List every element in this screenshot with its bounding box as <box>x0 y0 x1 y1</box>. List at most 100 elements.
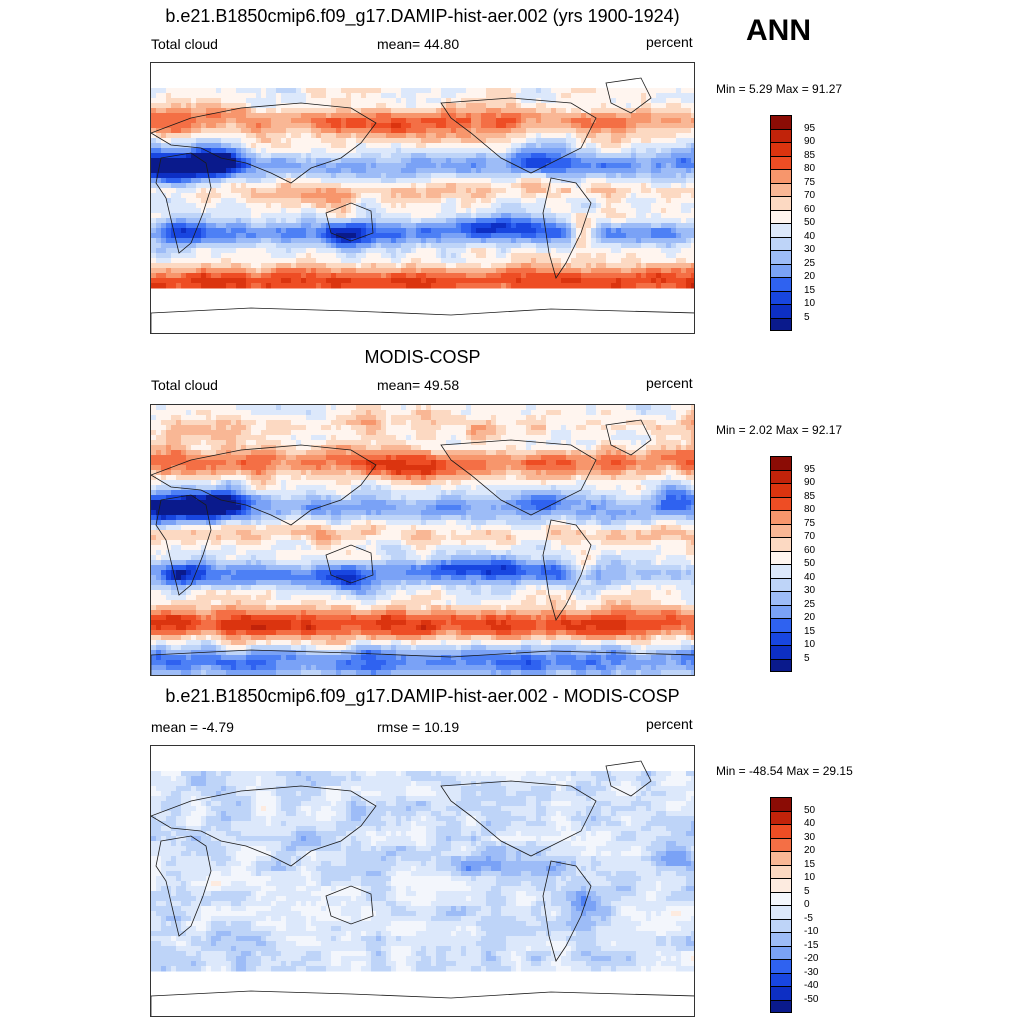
colorbar-tick-label: 75 <box>804 176 816 188</box>
colorbar-swatch <box>770 236 792 250</box>
colorbar-tick-label: 5 <box>804 652 810 664</box>
colorbar-tick-label: 5 <box>804 311 810 323</box>
colorbar-swatch <box>770 797 792 811</box>
map-model <box>150 62 695 334</box>
colorbar-swatch <box>770 864 792 878</box>
colorbar-swatch <box>770 209 792 223</box>
colorbar-swatch <box>770 128 792 142</box>
colorbar-swatch <box>770 196 792 210</box>
colorbar-tick-label: 25 <box>804 257 816 269</box>
colorbar-tick-label: 20 <box>804 612 816 623</box>
colorbar-swatch <box>770 483 792 497</box>
colorbar-swatch <box>770 510 792 524</box>
colorbar-tick-label: 60 <box>804 203 816 215</box>
colorbar-swatch <box>770 905 792 919</box>
units-label: percent <box>646 34 693 50</box>
colorbar-swatch <box>770 155 792 169</box>
colorbar-swatch <box>770 645 792 659</box>
field-canvas-model <box>151 77 694 333</box>
colorbar-swatch <box>770 932 792 946</box>
mean-label: mean = -4.79 <box>151 719 234 735</box>
colorbar-tick-label: 10 <box>804 872 816 883</box>
colorbar-tick-label: -30 <box>804 966 819 978</box>
field-canvas-difference <box>151 760 694 1016</box>
colorbar-swatch <box>770 851 792 865</box>
colorbar-tick-label: 80 <box>804 163 816 174</box>
colorbar-tick-label: 15 <box>804 625 816 637</box>
colorbar-tick-label: 50 <box>804 804 816 816</box>
variable-label: Total cloud <box>151 377 218 393</box>
colorbar-tick-label: -5 <box>804 912 813 924</box>
colorbar-swatch <box>770 986 792 1000</box>
minmax-label: Min = 2.02 Max = 92.17 <box>716 423 843 437</box>
colorbar-swatch <box>770 945 792 959</box>
colorbar-tick-label: 0 <box>804 899 810 910</box>
colorbar-swatch <box>770 277 792 291</box>
colorbar-swatch <box>770 577 792 591</box>
colorbar-tick-label: 10 <box>804 639 816 650</box>
colorbar-tick-label: 40 <box>804 818 816 829</box>
colorbar-swatch <box>770 959 792 973</box>
colorbar-swatch <box>770 550 792 564</box>
colorbar-swatch <box>770 537 792 551</box>
colorbar-swatch <box>770 631 792 645</box>
colorbar-tick-label: 20 <box>804 845 816 856</box>
colorbar-swatch <box>770 810 792 824</box>
colorbar-swatch <box>770 918 792 932</box>
colorbar-swatch <box>770 591 792 605</box>
colorbar-tick-label: 10 <box>804 298 816 309</box>
colorbar-swatch <box>770 317 792 331</box>
mean-label: mean= 44.80 <box>377 36 460 52</box>
colorbar-swatch <box>770 182 792 196</box>
rmse-label: rmse = 10.19 <box>377 719 460 735</box>
colorbar-tick-label: 85 <box>804 490 816 502</box>
colorbar-tick-label: 90 <box>804 136 816 147</box>
colorbar-swatch <box>770 142 792 156</box>
colorbar-swatch <box>770 250 792 264</box>
colorbar-swatch <box>770 618 792 632</box>
colorbar-swatch <box>770 824 792 838</box>
colorbar-tick-label: 5 <box>804 885 810 897</box>
colorbar-swatch <box>770 496 792 510</box>
colorbar-tick-label: -20 <box>804 953 819 964</box>
colorbar-swatch <box>770 604 792 618</box>
colorbar-swatch <box>770 658 792 672</box>
units-label: percent <box>646 375 693 391</box>
colorbar-tick-label: -50 <box>804 993 819 1005</box>
colorbar-tick-label: -15 <box>804 939 819 951</box>
units-label: percent <box>646 716 693 732</box>
colorbar-tick-label: 50 <box>804 217 816 228</box>
colorbar-tick-label: 70 <box>804 531 816 542</box>
colorbar-tick-label: 30 <box>804 585 816 596</box>
colorbar-tick-label: 85 <box>804 149 816 161</box>
colorbar-swatch <box>770 564 792 578</box>
colorbar-tick-label: 20 <box>804 271 816 282</box>
colorbar-tick-label: 95 <box>804 463 816 475</box>
colorbar-tick-label: 50 <box>804 558 816 569</box>
mean-label: mean= 49.58 <box>377 377 460 393</box>
season-label: ANN <box>746 14 811 47</box>
colorbar-tick-label: 15 <box>804 858 816 870</box>
colorbar-tick-label: 95 <box>804 122 816 134</box>
colorbar-swatch <box>770 304 792 318</box>
map-difference <box>150 745 695 1017</box>
colorbar-swatch <box>770 523 792 537</box>
colorbar-tick-label: 15 <box>804 284 816 296</box>
colorbar-tick-label: 40 <box>804 230 816 242</box>
variable-label: Total cloud <box>151 36 218 52</box>
colorbar-tick-label: 40 <box>804 571 816 583</box>
panel-title: b.e21.B1850cmip6.f09_g17.DAMIP-hist-aer.… <box>165 686 680 706</box>
colorbar-swatch <box>770 223 792 237</box>
minmax-label: Min = 5.29 Max = 91.27 <box>716 82 843 96</box>
colorbar-tick-label: 30 <box>804 244 816 255</box>
colorbar-swatch <box>770 891 792 905</box>
colorbar-tick-label: 70 <box>804 190 816 201</box>
panel-title: MODIS-COSP <box>364 347 481 367</box>
colorbar-swatch <box>770 169 792 183</box>
colorbar-swatch <box>770 469 792 483</box>
colorbar-swatch <box>770 290 792 304</box>
colorbar-tick-label: 75 <box>804 517 816 529</box>
panel-title: b.e21.B1850cmip6.f09_g17.DAMIP-hist-aer.… <box>165 6 680 26</box>
colorbar-tick-label: 30 <box>804 831 816 843</box>
field-canvas-observations <box>151 405 694 675</box>
